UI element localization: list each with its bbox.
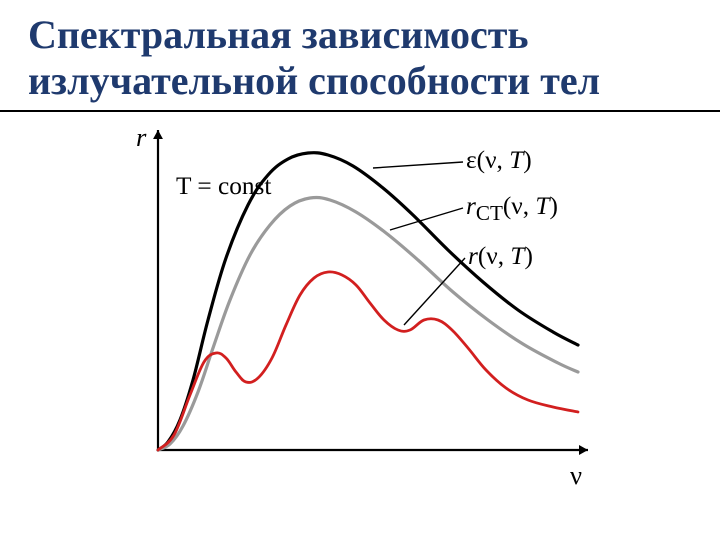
chart: r ν T = const ε(ν, T) rСТ(ν, T) r(ν, T) (108, 120, 628, 500)
const-label: T = const (176, 172, 271, 201)
slide-title: Спектральная зависимость излучательной с… (28, 12, 692, 104)
title-line-2: излучательной способности тел (28, 58, 600, 103)
curve-label-epsilon: ε(ν, T) (466, 146, 532, 175)
title-block: Спектральная зависимость излучательной с… (0, 0, 720, 110)
slide: Спектральная зависимость излучательной с… (0, 0, 720, 540)
y-axis-label: r (136, 122, 146, 153)
x-axis-label: ν (570, 460, 582, 491)
curve-label-rct: rСТ(ν, T) (466, 192, 558, 226)
title-line-1: Спектральная зависимость (28, 12, 529, 57)
title-underline (0, 110, 720, 112)
curve-label-r: r(ν, T) (468, 242, 533, 271)
